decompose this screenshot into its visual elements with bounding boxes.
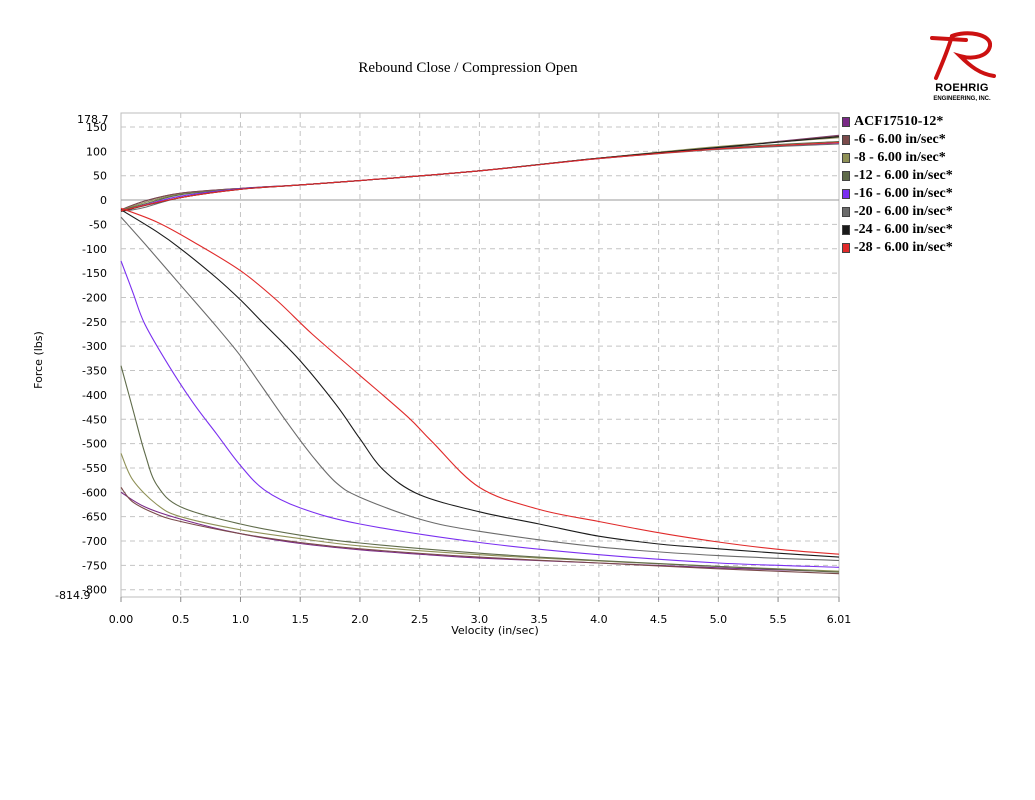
y-tick-label: 150 — [86, 121, 107, 134]
x-tick-label: 3.5 — [530, 613, 548, 626]
y-max-label: 178.7 — [77, 113, 109, 126]
y-tick-label: -400 — [82, 389, 107, 402]
series-lines — [120, 134, 840, 575]
x-tick-label: 5.5 — [769, 613, 787, 626]
series-line-rebound — [120, 142, 840, 212]
y-tick-label: 100 — [86, 145, 107, 158]
logo-name: ROEHRIG — [935, 82, 989, 94]
y-tick-label: -150 — [82, 267, 107, 280]
y-tick-label: -100 — [82, 243, 107, 256]
legend-swatch — [842, 171, 850, 181]
legend-label: -24 - 6.00 in/sec* — [854, 222, 953, 237]
y-tick-label: -350 — [82, 365, 107, 378]
x-tick-label: 3.0 — [471, 613, 489, 626]
y-tick-label: -50 — [89, 218, 107, 231]
x-tick-label: 4.5 — [650, 613, 668, 626]
x-axis-label: Velocity (in/sec) — [451, 624, 539, 637]
y-tick-label: -650 — [82, 511, 107, 524]
y-tick-label: -450 — [82, 413, 107, 426]
legend-label: -12 - 6.00 in/sec* — [854, 168, 953, 183]
y-tick-label: -300 — [82, 340, 107, 353]
legend-item: -28 - 6.00 in/sec* — [842, 239, 1032, 257]
y-tick-label: -250 — [82, 316, 107, 329]
x-tick-label: 5.0 — [710, 613, 728, 626]
legend-item: -16 - 6.00 in/sec* — [842, 185, 1032, 203]
legend-swatch — [842, 225, 850, 235]
series-7 — [120, 142, 840, 555]
x-tick-label: 0.00 — [109, 613, 134, 626]
x-tick-label: 4.0 — [590, 613, 608, 626]
y-tick-label: 0 — [100, 194, 107, 207]
legend-swatch — [842, 189, 850, 199]
legend-item: -20 - 6.00 in/sec* — [842, 203, 1032, 221]
x-tick-label: 2.5 — [411, 613, 429, 626]
legend-label: -20 - 6.00 in/sec* — [854, 204, 953, 219]
grid — [120, 112, 840, 598]
y-tick-label: -550 — [82, 462, 107, 475]
legend-swatch — [842, 117, 850, 127]
y-axis-label: Force (lbs) — [32, 331, 45, 389]
series-line-compression — [120, 209, 840, 558]
chart-title: Rebound Close / Compression Open — [358, 60, 578, 76]
x-tick-label: 1.0 — [232, 613, 250, 626]
legend-label: -6 - 6.00 in/sec* — [854, 132, 946, 147]
logo-subtitle: ENGINEERING, INC. — [933, 96, 991, 102]
y-tick-label: -200 — [82, 291, 107, 304]
legend: ACF17510-12* -6 - 6.00 in/sec* -8 - 6.00 i… — [842, 113, 1032, 257]
legend-item: -24 - 6.00 in/sec* — [842, 221, 1032, 239]
legend-label: ACF17510-12* — [854, 114, 944, 129]
series-line-compression — [120, 207, 840, 555]
roehrig-logo: ROEHRIG ENGINEERING, INC. — [926, 30, 998, 110]
legend-swatch — [842, 135, 850, 145]
x-tick-label: 0.5 — [172, 613, 190, 626]
y-tick-label: -500 — [82, 438, 107, 451]
logo-r-mark — [930, 31, 996, 80]
legend-item: -6 - 6.00 in/sec* — [842, 131, 1032, 149]
axes: 150 100 50 0 -50 -100 -150 -200 -250 -300 -350 -400… — [32, 113, 851, 637]
series-line-compression — [120, 365, 840, 573]
y-tick-label: -600 — [82, 486, 107, 499]
legend-label: -28 - 6.00 in/sec* — [854, 240, 953, 255]
y-tick-label: -750 — [82, 559, 107, 572]
legend-swatch — [842, 207, 850, 217]
series-line-compression — [120, 487, 840, 575]
x-tick-label: 2.0 — [351, 613, 369, 626]
series-line-compression — [120, 216, 840, 562]
y-tick-label: 50 — [93, 170, 107, 183]
legend-item: -12 - 6.00 in/sec* — [842, 167, 1032, 185]
plot-frame — [120, 112, 840, 598]
y-min-label: -814.9 — [55, 589, 90, 602]
x-tick-label: 6.01 — [827, 613, 852, 626]
y-tick-label: -800 — [82, 584, 107, 597]
series-line-compression — [120, 260, 840, 568]
x-tick-label: 1.5 — [291, 613, 309, 626]
legend-swatch — [842, 153, 850, 163]
legend-item: ACF17510-12* — [842, 113, 1032, 131]
legend-label: -8 - 6.00 in/sec* — [854, 150, 946, 165]
legend-label: -16 - 6.00 in/sec* — [854, 186, 953, 201]
legend-swatch — [842, 243, 850, 253]
y-tick-label: -700 — [82, 535, 107, 548]
legend-item: -8 - 6.00 in/sec* — [842, 149, 1032, 167]
